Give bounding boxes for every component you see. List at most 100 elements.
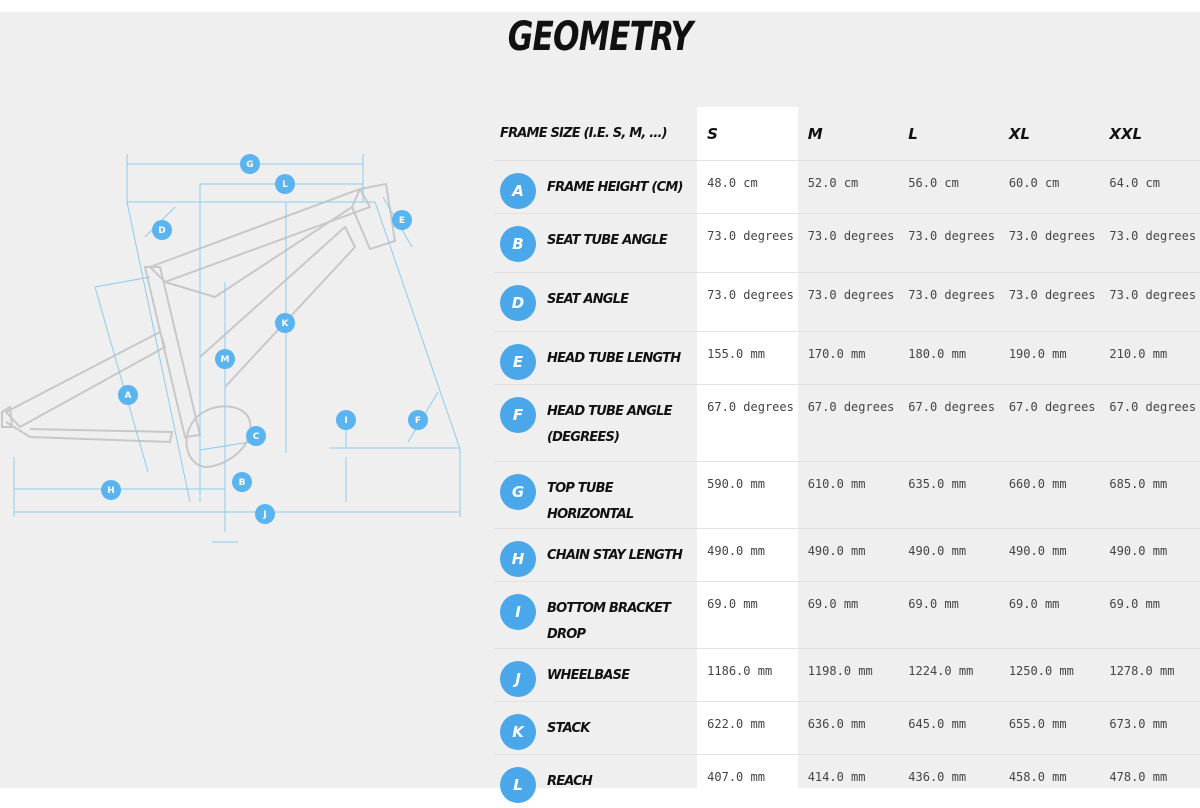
size-column-xxl[interactable]: XXL [1109, 124, 1143, 143]
value-cell-xxl: 69.0 mm [1099, 581, 1200, 649]
value-cell-s: 73.0 degrees [697, 213, 798, 273]
value-cell-xxl: 67.0 degrees [1099, 384, 1200, 462]
measurement-label: SEAT ANGLE [547, 292, 629, 307]
value-cell-m: 414.0 mm [797, 754, 899, 808]
measurement-label: FRAME HEIGHT (CM) [547, 180, 683, 195]
value-cell-s: 73.0 degrees [697, 272, 798, 332]
frame-geometry-diagram: G L D E K M A C I F H B J [1, 154, 461, 543]
value-cell-s: 48.0 cm [697, 160, 798, 214]
row-label-cell: L REACH [494, 754, 698, 808]
value-cell-l: 436.0 mm [898, 754, 999, 808]
value-cell-l: 73.0 degrees [898, 213, 999, 273]
table-row: G TOP TUBE HORIZONTAL 590.0 mm 610.0 mm 635.… [494, 461, 1200, 529]
value-cell-s: 407.0 mm [697, 754, 798, 808]
value-cell-l: 180.0 mm [898, 331, 999, 385]
value-cell-s: 69.0 mm [697, 581, 798, 649]
value-cell-m: 636.0 mm [797, 701, 899, 755]
table-row: J WHEELBASE 1186.0 mm 1198.0 mm 1224.0 mm 125… [494, 648, 1200, 702]
value-cell-m: 67.0 degrees [797, 384, 899, 462]
size-column-l[interactable]: L [908, 124, 918, 143]
geometry-table-wrapper: FRAME SIZE (I.E. S, M, ...) S M L XL XXL… [494, 107, 1200, 808]
measurement-label: SEAT TUBE ANGLE [547, 233, 668, 248]
value-cell-l: 645.0 mm [898, 701, 999, 755]
measurement-badge: H [500, 541, 536, 577]
row-label-cell: F HEAD TUBE ANGLE (DEGREES) [494, 384, 698, 462]
value-cell-m: 52.0 cm [797, 160, 899, 214]
svg-text:M: M [221, 355, 230, 365]
value-cell-s: 622.0 mm [697, 701, 798, 755]
marker-e: E [392, 210, 412, 230]
value-cell-l: 490.0 mm [898, 528, 999, 582]
value-cell-xxl: 73.0 degrees [1099, 213, 1200, 273]
geometry-table: FRAME SIZE (I.E. S, M, ...) S M L XL XXL… [494, 107, 1200, 808]
value-cell-l: 1224.0 mm [898, 648, 999, 702]
value-cell-xxl: 685.0 mm [1099, 461, 1200, 529]
row-label-cell: A FRAME HEIGHT (CM) [494, 160, 698, 214]
value-cell-l: 635.0 mm [898, 461, 999, 529]
value-cell-xl: 1250.0 mm [998, 648, 1100, 702]
table-row: H CHAIN STAY LENGTH 490.0 mm 490.0 mm 490.0 … [494, 528, 1200, 582]
row-label-cell: B SEAT TUBE ANGLE [494, 213, 698, 273]
svg-text:F: F [415, 416, 421, 426]
marker-f: F [408, 410, 428, 430]
measurement-badge: A [500, 173, 536, 209]
svg-text:J: J [262, 510, 266, 520]
value-cell-xl: 458.0 mm [998, 754, 1100, 808]
marker-b: B [232, 472, 252, 492]
value-cell-l: 73.0 degrees [898, 272, 999, 332]
value-cell-xl: 69.0 mm [998, 581, 1100, 649]
size-column-s[interactable]: S [697, 107, 798, 161]
value-cell-xl: 490.0 mm [998, 528, 1100, 582]
measurement-badge: F [500, 397, 536, 433]
measurement-label: CHAIN STAY LENGTH [547, 548, 683, 563]
value-cell-s: 490.0 mm [697, 528, 798, 582]
size-column-m[interactable]: M [807, 124, 823, 143]
value-cell-xxl: 478.0 mm [1099, 754, 1200, 808]
value-cell-m: 73.0 degrees [797, 213, 899, 273]
measurement-badge: E [500, 344, 536, 380]
value-cell-xl: 60.0 cm [998, 160, 1100, 214]
svg-text:E: E [399, 216, 405, 226]
measurement-label: HEAD TUBE ANGLE (DEGREES) [547, 404, 672, 445]
marker-h: H [101, 480, 121, 500]
table-row: I BOTTOM BRACKET DROP 69.0 mm 69.0 mm 69.0 m… [494, 581, 1200, 649]
row-label-cell: D SEAT ANGLE [494, 272, 698, 332]
table-row: A FRAME HEIGHT (CM) 48.0 cm 52.0 cm 56.0 cm 6… [494, 160, 1200, 214]
marker-g: G [240, 154, 260, 174]
marker-m: M [215, 349, 235, 369]
svg-text:A: A [125, 391, 132, 401]
marker-k: K [275, 313, 295, 333]
svg-text:G: G [246, 160, 253, 170]
svg-text:H: H [107, 486, 115, 496]
row-label-cell: E HEAD TUBE LENGTH [494, 331, 698, 385]
geometry-rows: A FRAME HEIGHT (CM) 48.0 cm 52.0 cm 56.0 cm 6… [494, 160, 1200, 808]
measurement-badge: K [500, 714, 536, 750]
value-cell-s: 67.0 degrees [697, 384, 798, 462]
value-cell-xl: 655.0 mm [998, 701, 1100, 755]
marker-a: A [118, 385, 138, 405]
row-label-cell: I BOTTOM BRACKET DROP [494, 581, 698, 649]
value-cell-xxl: 1278.0 mm [1099, 648, 1200, 702]
value-cell-xl: 660.0 mm [998, 461, 1100, 529]
marker-l: L [275, 174, 295, 194]
measurement-badge: J [500, 661, 536, 697]
measurement-badge: B [500, 226, 536, 262]
value-cell-xxl: 64.0 cm [1099, 160, 1200, 214]
measurement-label: HEAD TUBE LENGTH [547, 351, 681, 366]
measurement-label: STACK [547, 721, 590, 736]
value-cell-xl: 73.0 degrees [998, 272, 1100, 332]
value-cell-xxl: 490.0 mm [1099, 528, 1200, 582]
table-row: D SEAT ANGLE 73.0 degrees 73.0 degrees 73.0 … [494, 272, 1200, 332]
value-cell-xl: 67.0 degrees [998, 384, 1100, 462]
table-row: B SEAT TUBE ANGLE 73.0 degrees 73.0 degrees… [494, 213, 1200, 273]
value-cell-m: 1198.0 mm [797, 648, 899, 702]
value-cell-xl: 73.0 degrees [998, 213, 1100, 273]
svg-text:L: L [282, 180, 288, 190]
size-column-xl[interactable]: XL [1008, 124, 1030, 143]
measurement-badge: I [500, 594, 536, 630]
value-cell-m: 490.0 mm [797, 528, 899, 582]
page-title: GEOMETRY [507, 14, 693, 60]
marker-c: C [246, 426, 266, 446]
measurement-badge: L [500, 767, 536, 803]
value-cell-m: 170.0 mm [797, 331, 899, 385]
